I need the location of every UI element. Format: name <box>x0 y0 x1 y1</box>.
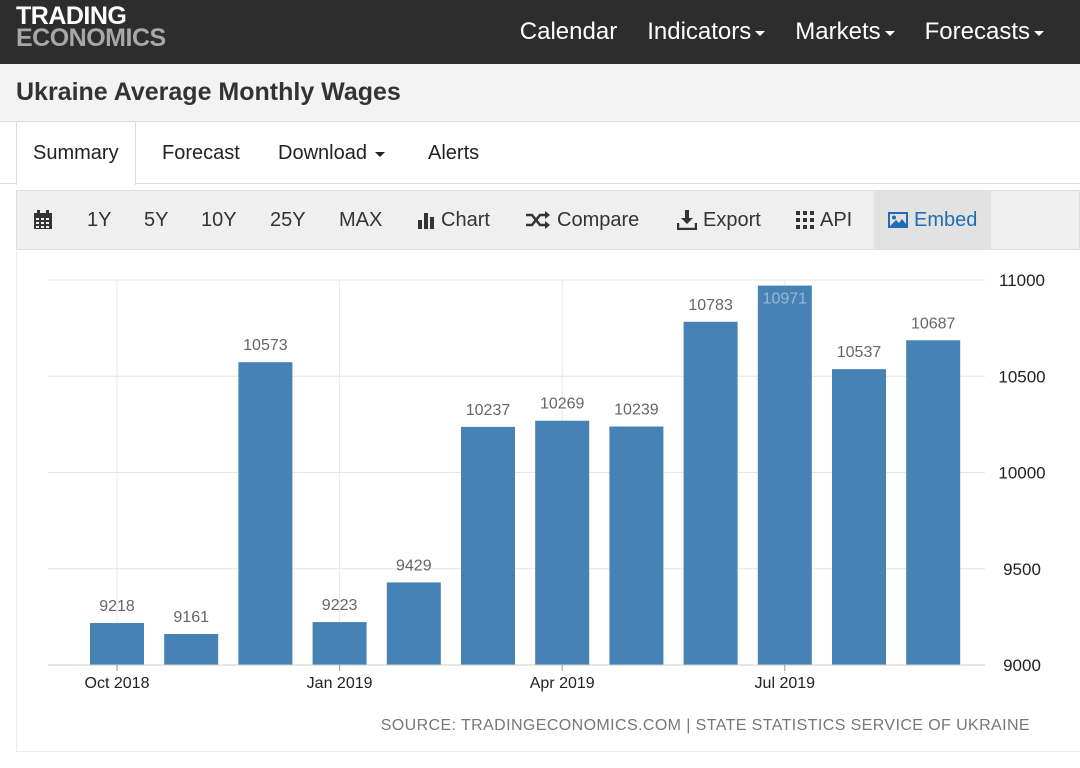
range-max-label: MAX <box>339 208 383 231</box>
compare-button[interactable]: Compare <box>525 191 639 249</box>
bar-value-label: 9429 <box>396 557 432 574</box>
bar <box>757 285 812 665</box>
source-note: SOURCE: TRADINGECONOMICS.COM | STATE STA… <box>380 717 1030 734</box>
range-10y-label: 10Y <box>201 208 237 231</box>
range-1y-button[interactable]: 1Y <box>87 191 111 249</box>
y-tick-label: 9500 <box>1003 560 1041 579</box>
bar-value-label: 9218 <box>99 598 135 615</box>
brand-line-2: ECONOMICS <box>16 24 166 52</box>
chart-toolbar: 1Y 5Y 10Y 25Y MAX Chart Compare Export <box>16 190 1080 250</box>
chart-type-button[interactable]: Chart <box>417 191 490 249</box>
top-navbar: TRADING ECONOMICS Calendar Indicators Ma… <box>0 0 1080 64</box>
shuffle-icon <box>526 211 550 229</box>
chart-type-label: Chart <box>441 208 490 231</box>
page-title: Ukraine Average Monthly Wages <box>16 78 401 106</box>
bar-value-label: 10573 <box>243 337 288 354</box>
chevron-down-icon <box>755 31 766 36</box>
bar-value-label: 10237 <box>466 402 511 419</box>
nav-forecasts-label: Forecasts <box>924 18 1030 45</box>
embed-button[interactable]: Embed <box>874 191 992 249</box>
brand-logo[interactable]: TRADING ECONOMICS <box>16 2 166 52</box>
bar <box>535 420 590 665</box>
bar <box>312 622 367 665</box>
tab-bar: Summary Forecast Download Alerts <box>0 122 1080 185</box>
image-icon <box>888 212 908 228</box>
x-tick-label: Oct 2018 <box>85 675 150 692</box>
bar-value-label: 9161 <box>173 609 209 626</box>
tab-download[interactable]: Download <box>278 122 385 184</box>
grid-icon <box>796 211 814 229</box>
bar-value-label: 10687 <box>911 315 956 332</box>
bar <box>238 362 293 665</box>
brand-line-1: TRADING <box>16 2 127 30</box>
bar-value-label: 9223 <box>322 597 358 614</box>
chart-container <box>16 252 1080 752</box>
tab-alerts-label: Alerts <box>428 141 480 164</box>
x-tick-label: Apr 2019 <box>530 675 595 692</box>
bar-chart: 9000 9500 10000 10500 11000 9218 9161 10573 9223… <box>48 271 1046 692</box>
bar <box>906 340 961 665</box>
calendar-icon <box>34 210 52 229</box>
api-button[interactable]: API <box>796 191 852 249</box>
range-max-button[interactable]: MAX <box>339 191 382 249</box>
nav-indicators[interactable]: Indicators <box>647 18 766 46</box>
y-tick-label: 10000 <box>998 464 1045 483</box>
chevron-down-icon <box>884 31 895 36</box>
bar-value-label: 10269 <box>540 396 585 413</box>
range-25y-label: 25Y <box>270 208 306 231</box>
chevron-down-icon <box>1034 31 1044 36</box>
tab-summary[interactable]: Summary <box>16 122 136 185</box>
nav-forecasts[interactable]: Forecasts <box>925 18 1044 46</box>
y-tick-label: 11000 <box>999 271 1045 290</box>
chevron-down-icon <box>374 152 385 157</box>
x-tick-label: Jan 2019 <box>307 675 373 692</box>
embed-label: Embed <box>914 208 978 231</box>
range-10y-button[interactable]: 10Y <box>201 191 237 249</box>
y-tick-label: 9000 <box>1003 656 1041 675</box>
bar <box>90 623 144 665</box>
nav-links: Calendar Indicators Markets Forecasts <box>490 0 1044 64</box>
bar <box>832 369 886 665</box>
export-button[interactable]: Export <box>677 191 761 249</box>
range-1y-label: 1Y <box>87 208 112 231</box>
nav-markets[interactable]: Markets <box>795 18 895 46</box>
title-bar: Ukraine Average Monthly Wages <box>0 64 1080 122</box>
compare-label: Compare <box>557 208 640 231</box>
bar <box>683 321 738 665</box>
bar <box>164 634 219 665</box>
bar-value-label: 10537 <box>837 344 882 361</box>
range-5y-label: 5Y <box>144 208 169 231</box>
tab-summary-label: Summary <box>33 142 119 164</box>
nav-calendar-label: Calendar <box>519 18 618 45</box>
x-tick-label: Jul 2019 <box>755 675 816 692</box>
y-tick-label: 10500 <box>998 367 1045 386</box>
bar <box>386 582 441 665</box>
nav-markets-label: Markets <box>795 18 881 45</box>
bar-value-label: 10971 <box>763 291 808 308</box>
api-label: API <box>820 208 853 231</box>
bar-chart-icon <box>418 213 434 229</box>
range-25y-button[interactable]: 25Y <box>270 191 306 249</box>
bar-value-label: 10783 <box>688 297 733 314</box>
bar <box>461 426 515 665</box>
download-icon <box>677 210 697 230</box>
bar-value-label: 10239 <box>614 401 659 418</box>
nav-indicators-label: Indicators <box>647 18 752 45</box>
tab-alerts[interactable]: Alerts <box>428 122 479 184</box>
range-5y-button[interactable]: 5Y <box>144 191 168 249</box>
export-label: Export <box>703 208 761 231</box>
tab-forecast-label: Forecast <box>162 141 240 164</box>
tab-download-label: Download <box>278 141 367 164</box>
bar <box>609 426 664 665</box>
nav-calendar[interactable]: Calendar <box>520 18 617 46</box>
calendar-date-picker-button[interactable] <box>33 191 59 249</box>
tab-forecast[interactable]: Forecast <box>162 122 240 184</box>
